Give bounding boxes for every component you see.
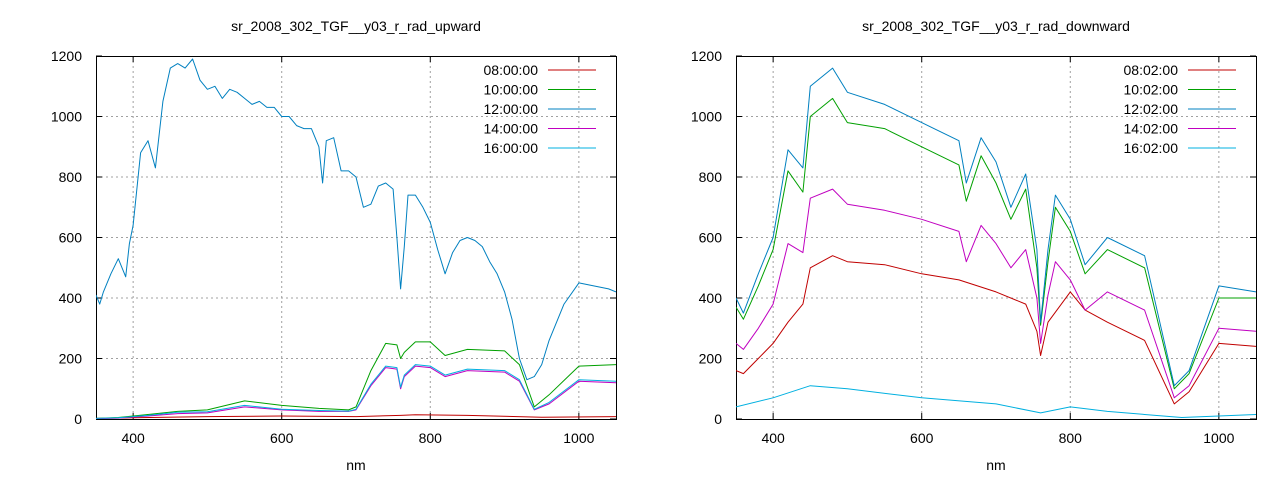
x-tick-label: 400 — [761, 430, 785, 446]
y-tick-label: 200 — [59, 351, 83, 367]
x-tick-label: 400 — [121, 430, 145, 446]
y-tick-label: 0 — [714, 411, 722, 427]
series-line-080000 — [96, 414, 616, 419]
y-tick-label: 0 — [74, 411, 82, 427]
chart-title: sr_2008_302_TGF__y03_r_rad_downward — [862, 18, 1130, 34]
series-line-160200 — [736, 385, 1256, 418]
y-tick-label: 600 — [699, 230, 723, 246]
x-tick-label: 600 — [270, 430, 294, 446]
y-tick-label: 600 — [59, 230, 83, 246]
legend-label: 08:02:00 — [1124, 62, 1179, 78]
y-tick-label: 1200 — [51, 48, 82, 64]
legend-label: 14:00:00 — [484, 121, 539, 137]
x-tick-label: 1000 — [1203, 430, 1234, 446]
y-tick-label: 400 — [59, 290, 83, 306]
x-axis-label: nm — [986, 457, 1005, 473]
y-tick-label: 1000 — [691, 109, 722, 125]
y-tick-label: 1000 — [51, 109, 82, 125]
legend-label: 12:02:00 — [1124, 101, 1179, 117]
series-line-080200 — [736, 255, 1256, 405]
legend-label: 10:02:00 — [1124, 82, 1179, 98]
legend-label: 16:00:00 — [484, 140, 539, 156]
x-axis-label: nm — [346, 457, 365, 473]
x-tick-label: 800 — [1059, 430, 1083, 446]
y-tick-label: 200 — [699, 351, 723, 367]
y-tick-label: 800 — [59, 169, 83, 185]
x-tick-label: 1000 — [563, 430, 594, 446]
y-tick-label: 800 — [699, 169, 723, 185]
legend-label: 08:00:00 — [484, 62, 539, 78]
upward-radiance-chart: 400 600 800 1000 0 200 400 600 800 1000 1200 sr_200… — [51, 18, 617, 473]
x-tick-label: 800 — [419, 430, 443, 446]
series-line-140000 — [96, 365, 616, 419]
series-line-120200 — [736, 67, 1256, 387]
legend-label: 16:02:00 — [1124, 140, 1179, 156]
legend-label: 14:02:00 — [1124, 121, 1179, 137]
series-line-140200 — [736, 188, 1256, 399]
series-line-100000 — [96, 341, 616, 419]
x-tick-label: 600 — [910, 430, 934, 446]
legend-label: 12:00:00 — [484, 101, 539, 117]
legend-label: 10:00:00 — [484, 82, 539, 98]
series-line-160000 — [96, 364, 616, 419]
downward-radiance-chart: 400 600 800 1000 0 200 400 600 800 1000 1200 sr_200… — [691, 18, 1257, 473]
series-line-120000 — [96, 58, 616, 381]
y-tick-label: 400 — [699, 290, 723, 306]
chart-title: sr_2008_302_TGF__y03_r_rad_upward — [231, 18, 481, 34]
series-line-100200 — [736, 97, 1256, 390]
y-tick-label: 1200 — [691, 48, 722, 64]
